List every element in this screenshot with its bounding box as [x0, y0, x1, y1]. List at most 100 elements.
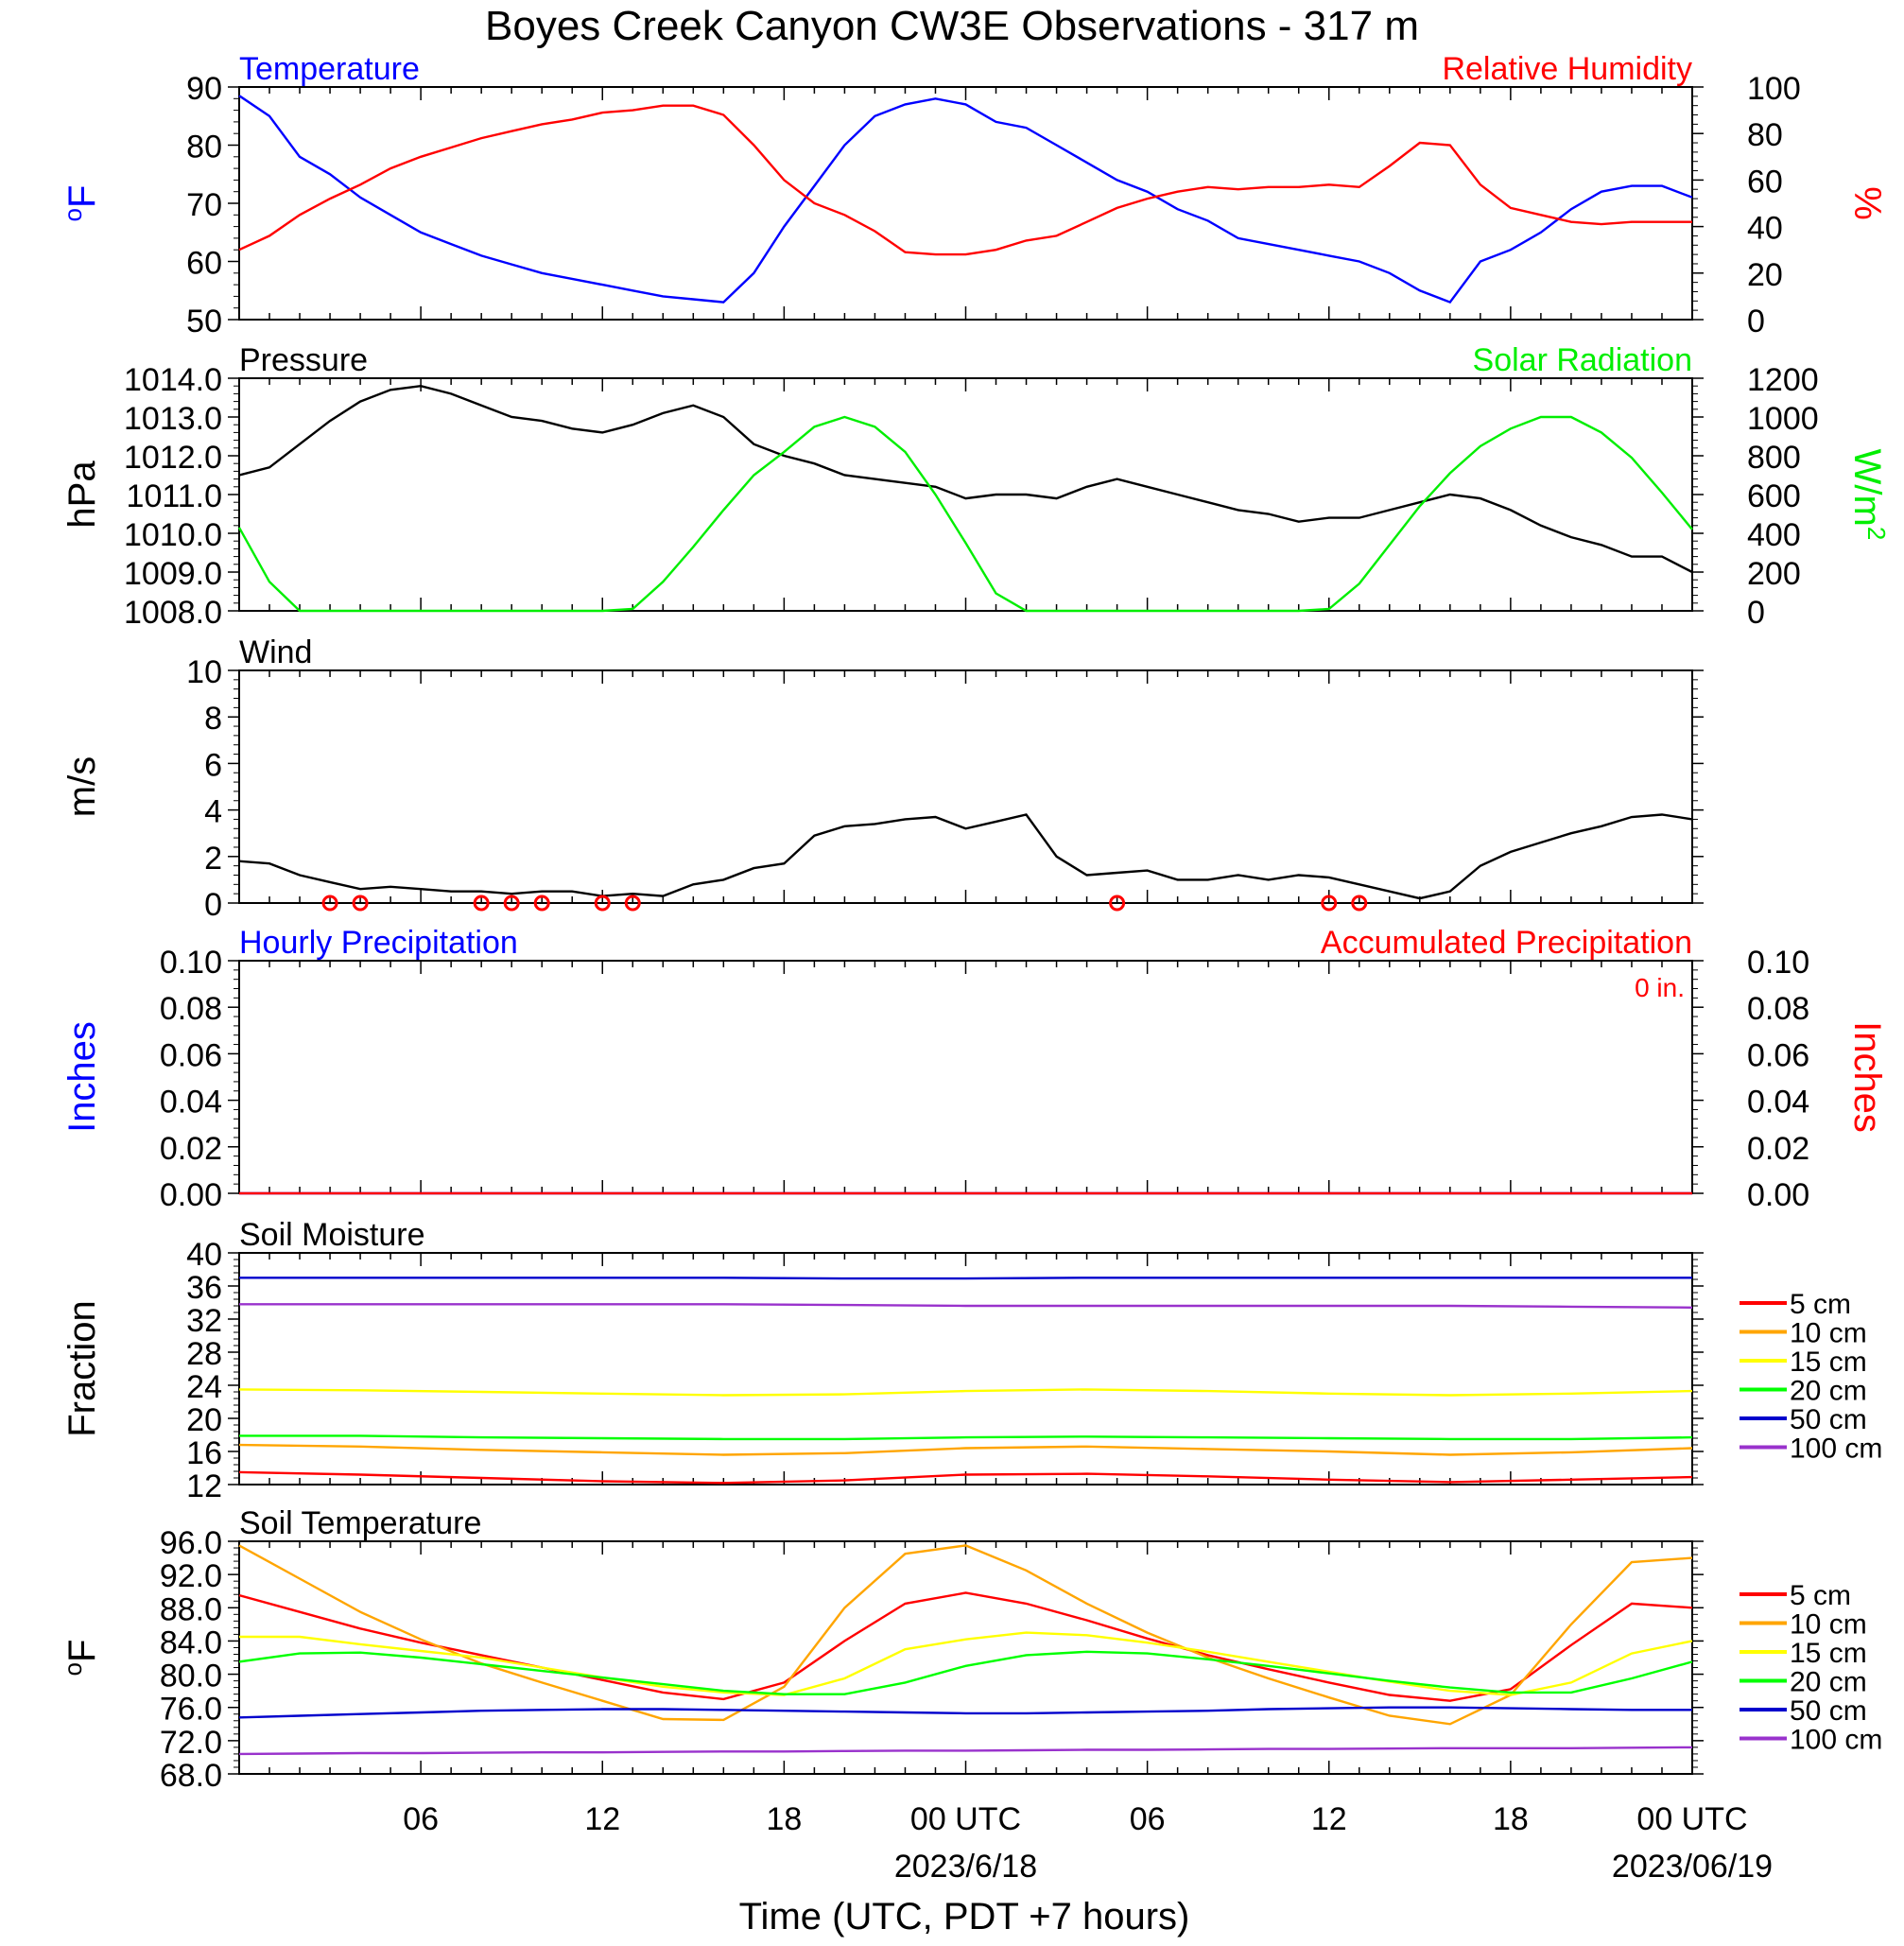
legend-label: 100 cm — [1790, 1725, 1882, 1756]
series-line-50-cm — [238, 1706, 1692, 1719]
y-tick-label-right: 0.08 — [1747, 991, 1809, 1027]
y-tick-label-right: 60 — [1747, 164, 1783, 200]
calm-wind-marker — [1109, 895, 1126, 912]
y-tick-label-left: 80.0 — [160, 1659, 222, 1694]
y-tick-label-right: 1000 — [1747, 401, 1819, 437]
y-axis-label-left: Fraction — [61, 1300, 103, 1437]
legend-label: 5 cm — [1790, 1580, 1851, 1611]
calm-wind-marker — [533, 895, 550, 912]
legend-label: 5 cm — [1790, 1289, 1851, 1320]
plot-frame — [238, 669, 1693, 904]
legend-label: 20 cm — [1790, 1667, 1867, 1698]
legend-label: 10 cm — [1790, 1318, 1867, 1349]
y-tick-label-right: 0.04 — [1747, 1085, 1809, 1121]
panel-title-left: Temperature — [239, 51, 420, 87]
y-tick-label-left: 50 — [186, 304, 222, 339]
y-tick-label-left: 70 — [186, 187, 222, 223]
panel-title-left: Pressure — [239, 342, 368, 378]
y-tick-label-left: 8 — [204, 701, 222, 737]
y-tick-label-left: 10 — [186, 654, 222, 690]
calm-wind-marker — [321, 895, 338, 912]
x-tick-label: 12 — [1311, 1801, 1347, 1837]
y-tick-label-right: 200 — [1747, 556, 1801, 592]
y-axis-label-left: oF — [59, 1640, 103, 1677]
calm-wind-marker — [624, 895, 641, 912]
series-line-15-cm — [239, 1631, 1693, 1696]
y-tick-label-left: 0.10 — [160, 945, 222, 981]
y-tick-label-left: 1008.0 — [124, 595, 222, 631]
y-tick-label-left: 80 — [186, 130, 222, 165]
panel-wind: 10 8 6 4 2 0 Wind m/s — [61, 634, 1704, 923]
y-tick-label-right: 800 — [1747, 440, 1801, 476]
y-tick-label-left: 72.0 — [160, 1725, 222, 1761]
y-tick-label-left: 68.0 — [160, 1758, 222, 1794]
y-tick-label-left: 84.0 — [160, 1625, 222, 1660]
legend-label: 15 cm — [1790, 1638, 1867, 1669]
series-line-5-cm — [238, 1470, 1693, 1485]
series-line-15-cm — [238, 1388, 1693, 1397]
calm-wind-marker — [1321, 895, 1338, 912]
y-tick-label-left: 24 — [186, 1369, 222, 1405]
plot-frame — [238, 1540, 1693, 1775]
y-tick-label-left: 12 — [186, 1468, 222, 1504]
y-tick-label-left: 60 — [186, 246, 222, 282]
y-tick-label-left: 1013.0 — [124, 401, 222, 437]
y-axis-label-left: Inches — [61, 1021, 103, 1133]
y-tick-label-left: 36 — [186, 1270, 222, 1306]
y-tick-label-left: 0.08 — [160, 991, 222, 1027]
y-tick-label-right: 20 — [1747, 257, 1783, 293]
y-tick-label-right: 400 — [1747, 517, 1801, 553]
y-tick-label-left: 88.0 — [160, 1591, 222, 1627]
series-line-20-cm — [238, 1650, 1693, 1695]
y-tick-label-right: 40 — [1747, 211, 1783, 247]
x-tick-label: 18 — [1493, 1801, 1529, 1837]
series-line-relative-humidity — [238, 104, 1692, 256]
y-axis-label-right: Inches — [1846, 1021, 1888, 1133]
series-line-pressure — [238, 384, 1693, 574]
y-tick-label-left: 1010.0 — [124, 517, 222, 553]
series-line-100-cm — [238, 1746, 1693, 1756]
x-tick-label: 00 UTC — [1636, 1801, 1747, 1837]
series-line-50-cm — [239, 1277, 1692, 1280]
y-tick-label-right: 80 — [1747, 117, 1783, 153]
panel-title-left: Soil Temperature — [239, 1505, 481, 1541]
y-axis-label-left: oF — [59, 185, 103, 222]
y-tick-label-right: 0.00 — [1747, 1177, 1809, 1213]
x-date-label: 2023/06/19 — [1612, 1849, 1773, 1885]
plot-frame — [238, 377, 1693, 612]
y-tick-label-right: 0 — [1747, 595, 1765, 631]
panel-annotation: 0 in. — [1635, 973, 1685, 1002]
y-tick-label-left: 16 — [186, 1435, 222, 1471]
x-tick-label: 00 UTC — [910, 1801, 1021, 1837]
y-tick-label-left: 0 — [204, 887, 222, 923]
y-tick-label-left: 0.06 — [160, 1037, 222, 1073]
y-axis-label-left: hPa — [61, 460, 103, 529]
y-tick-label-right: 0.06 — [1747, 1037, 1809, 1073]
y-tick-label-left: 0.02 — [160, 1131, 222, 1167]
y-tick-label-left: 96.0 — [160, 1525, 222, 1561]
plot-frame — [238, 86, 1693, 321]
x-tick-label: 06 — [403, 1801, 439, 1837]
x-date-label: 2023/6/18 — [894, 1849, 1037, 1885]
y-tick-label-left: 28 — [186, 1336, 222, 1372]
panel-title-left: Hourly Precipitation — [239, 925, 518, 961]
legend-label: 50 cm — [1790, 1695, 1867, 1727]
legend-label: 100 cm — [1790, 1433, 1882, 1465]
y-tick-label-right: 0.02 — [1747, 1131, 1809, 1167]
x-tick-label: 12 — [584, 1801, 620, 1837]
plot-frame — [238, 960, 1693, 1194]
x-tick-label: 18 — [766, 1801, 802, 1837]
x-tick-label: 06 — [1130, 1801, 1166, 1837]
panel-title-left: Wind — [239, 634, 312, 670]
calm-wind-marker — [503, 895, 520, 912]
calm-wind-marker — [352, 895, 369, 912]
y-tick-label-right: 0 — [1747, 304, 1765, 339]
x-axis-labels: 06 12 18 00 UTC 06 12 18 00 UTC 2023/6/18 2023/06… — [403, 1801, 1773, 1885]
y-axis-label-left: m/s — [61, 756, 103, 817]
series-line-solar-radiation — [237, 415, 1693, 613]
panel-soil_temperature: 96.092.088.084.080.076.072.068.0 Soil Tem… — [59, 1505, 1882, 1794]
y-tick-label-left: 1011.0 — [127, 478, 222, 514]
